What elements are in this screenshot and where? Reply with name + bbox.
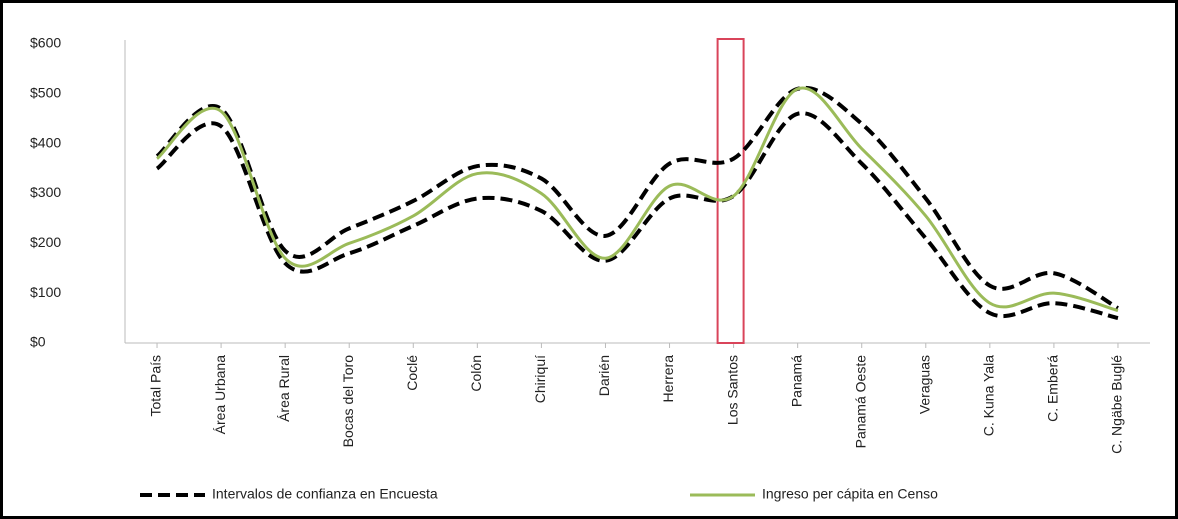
x-tick-label: Chiriquí [532, 355, 548, 403]
x-tick-label: Darién [596, 355, 612, 396]
x-tick-label: Panamá [788, 355, 804, 407]
y-tick-label: $600 [30, 35, 61, 51]
y-tick-label: $0 [30, 334, 46, 350]
x-tick-label: Área Rural [276, 355, 292, 422]
x-tick-label: C. Emberá [1045, 355, 1061, 422]
x-tick-label: Coclé [404, 355, 420, 391]
y-tick-label: $300 [30, 184, 61, 200]
x-tick-label: Bocas del Toro [340, 355, 356, 448]
highlight-box [716, 38, 745, 344]
series-line [155, 111, 1119, 321]
y-tick-label: $400 [30, 134, 61, 150]
y-tick-label: $500 [30, 85, 61, 101]
x-tick-label: Total País [148, 355, 164, 416]
x-tick-label: Panamá Oeste [852, 355, 868, 449]
x-tick-label: Veraguas [916, 355, 932, 414]
x-tick-label: Herrera [660, 355, 676, 403]
x-tick-label: C. Ngäbe Buglé [1109, 355, 1125, 454]
series-line [156, 86, 1119, 313]
legend-label: Intervalos de confianza en Encuesta [212, 486, 438, 502]
x-tick-label: C. Kuna Yala [981, 355, 997, 436]
x-tick-label: Los Santos [724, 355, 740, 425]
y-tick-label: $100 [30, 284, 61, 300]
y-tick-label: $200 [30, 234, 61, 250]
series-line [155, 85, 1119, 310]
x-tick-label: Colón [468, 355, 484, 392]
legend-label: Ingreso per cápita en Censo [762, 486, 938, 502]
x-tick-label: Área Urbana [212, 355, 228, 435]
